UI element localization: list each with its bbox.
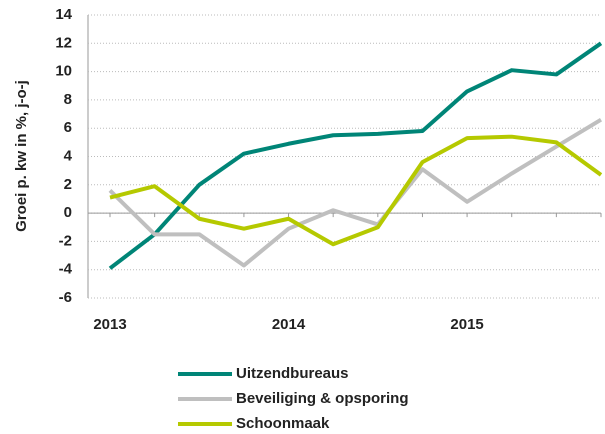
x-tick-label: 2013 [93,316,126,333]
y-tick-label: -2 [59,232,72,249]
line-series [109,134,603,247]
y-tick-label: 4 [64,147,73,164]
legend-label: Schoonmaak [236,415,330,432]
line-series [108,117,603,268]
y-tick-label: 0 [64,204,72,221]
x-tick-label: 2015 [450,316,483,333]
y-tick-label: -4 [59,261,73,278]
y-tick-label: 10 [55,63,72,80]
y-tick-label: 8 [64,91,72,108]
legend-label: Uitzendbureaus [236,365,349,382]
y-tick-label: 14 [55,6,72,23]
legend-label: Beveiliging & opsporing [236,390,409,407]
y-tick-label: 2 [64,176,72,193]
y-tick-label: -6 [59,289,72,306]
line-series [108,41,603,270]
y-axis-label: Groei p. kw in %, j-o-j [13,80,30,232]
x-tick-label: 2014 [272,316,306,333]
y-tick-label: 12 [55,34,72,51]
y-tick-label: 6 [64,119,72,136]
